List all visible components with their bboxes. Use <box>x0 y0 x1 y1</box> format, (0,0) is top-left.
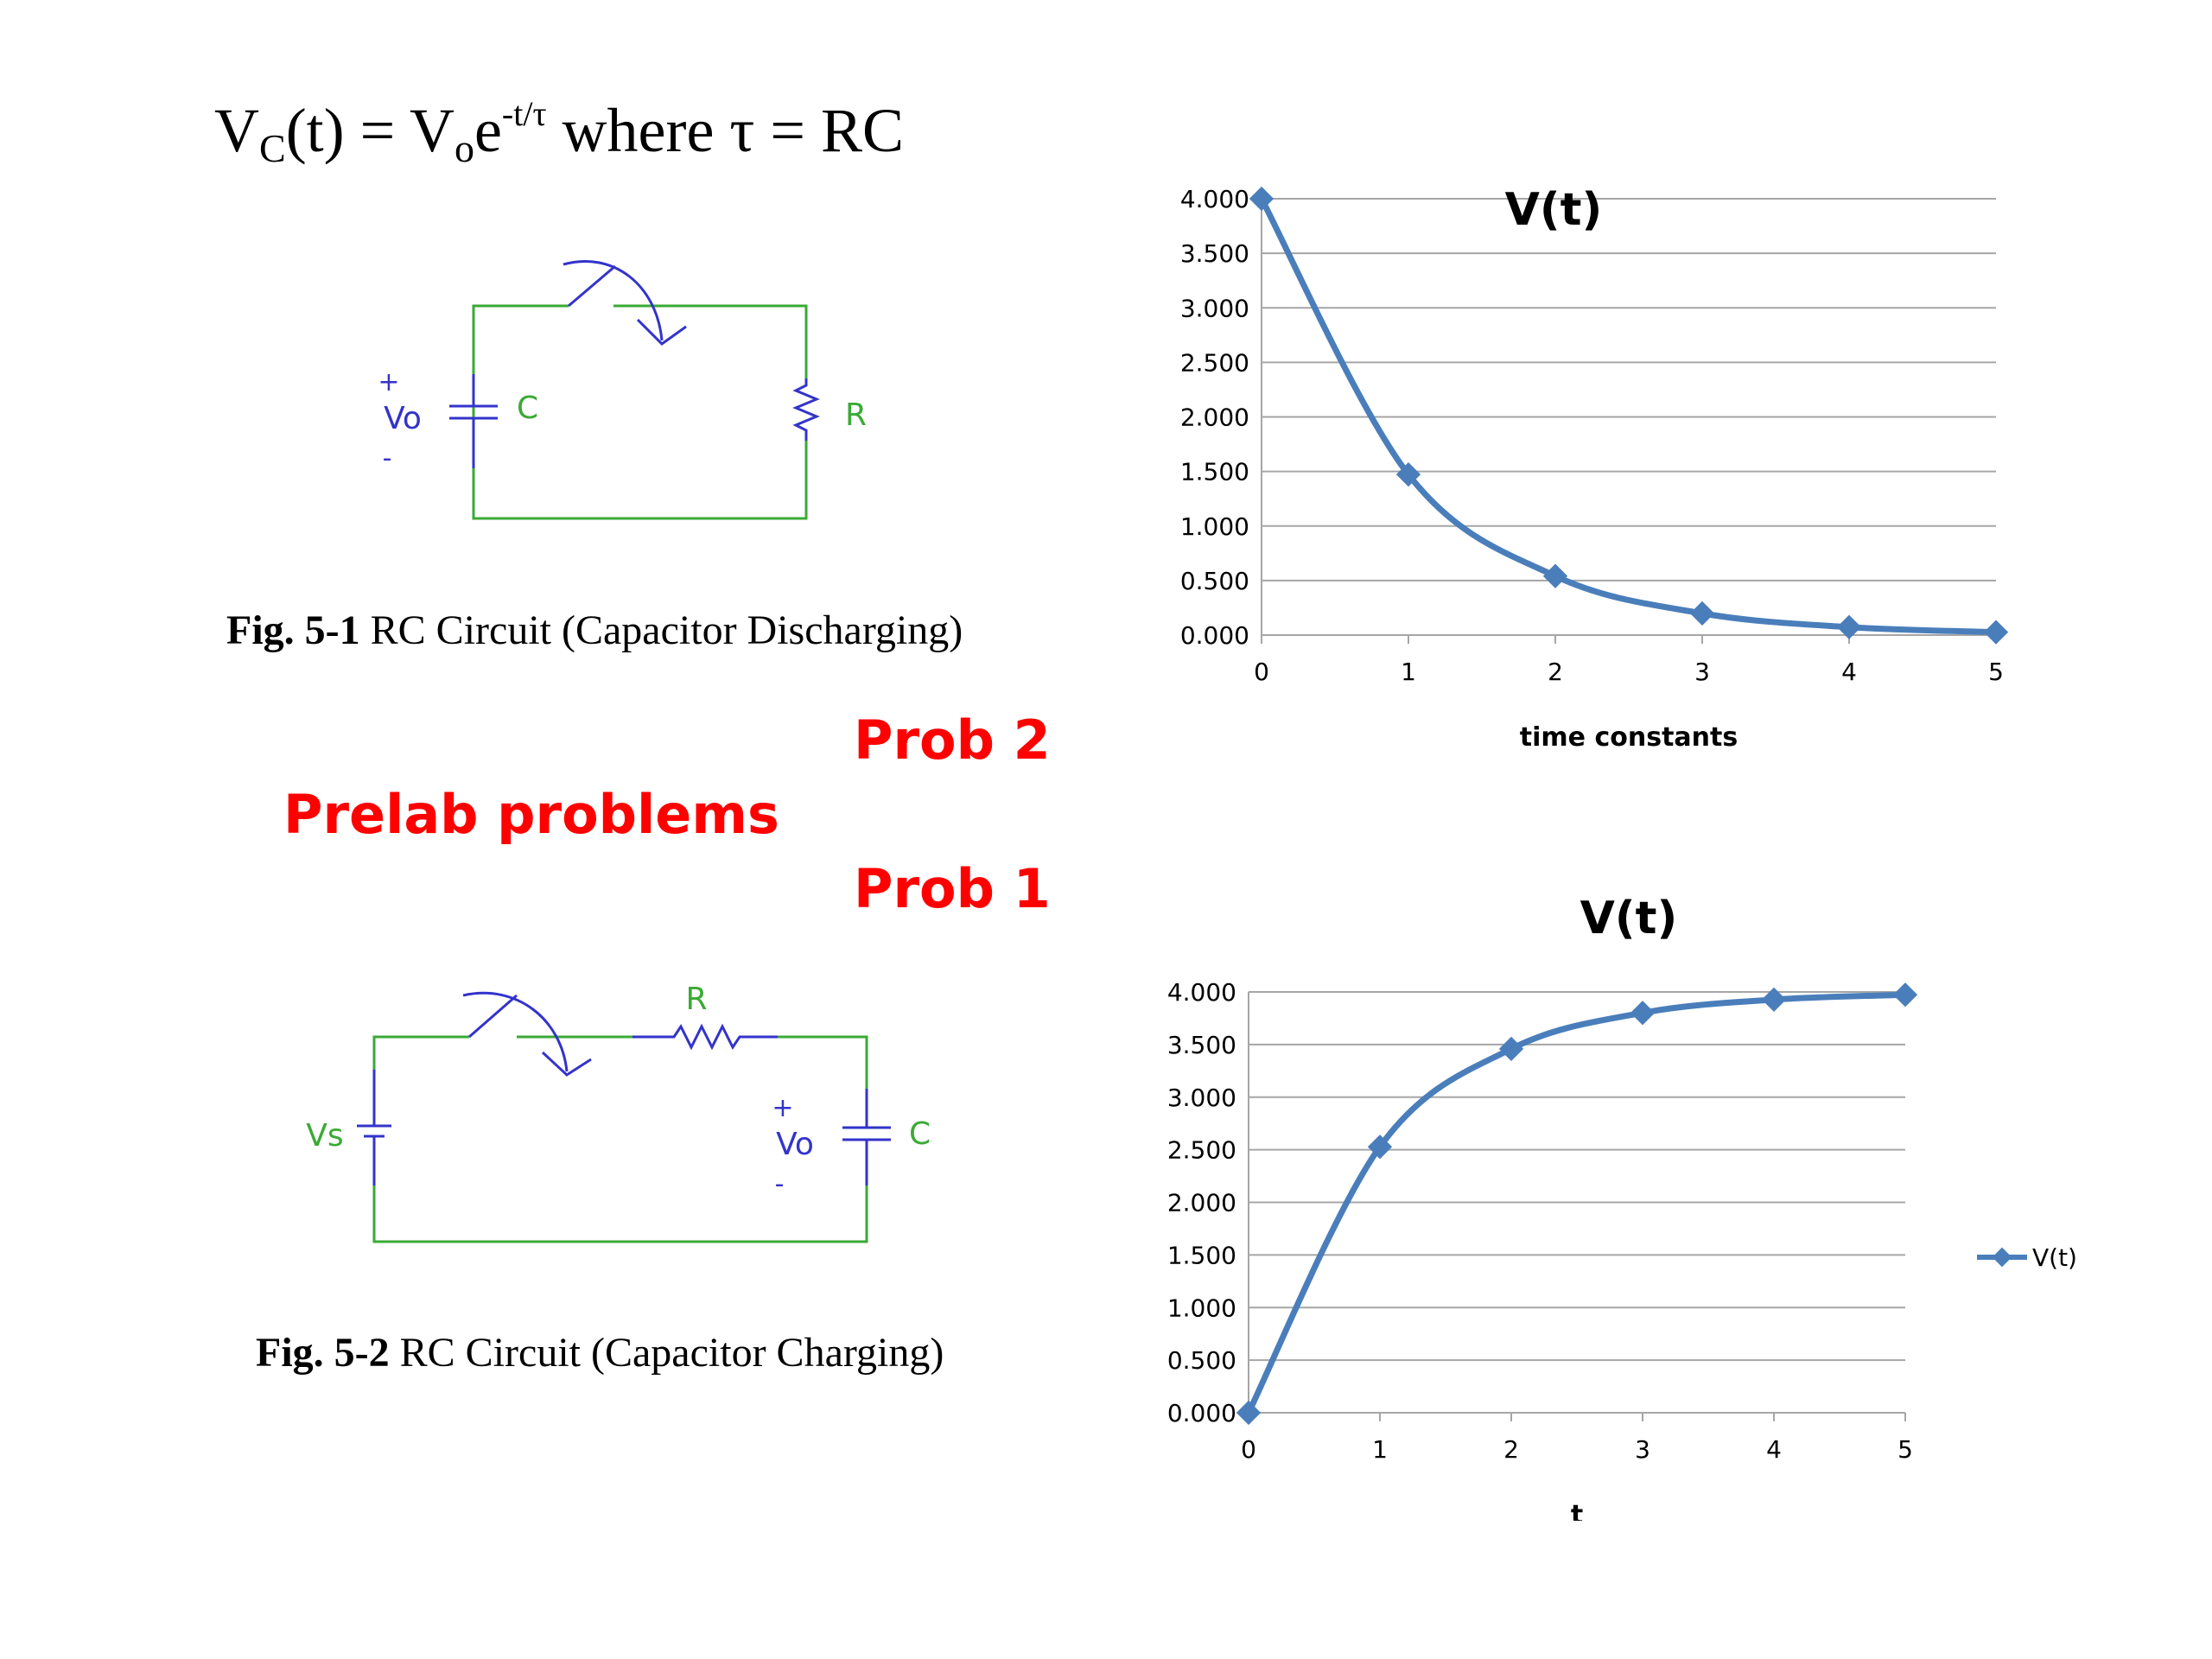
chart2-x-axis-label: t <box>1571 1500 1583 1521</box>
x-tick-label: 2 <box>1503 1435 1519 1464</box>
y-tick-label: 0.000 <box>1167 1399 1236 1427</box>
y-tick-label: 2.500 <box>1180 348 1249 377</box>
y-tick-label: 1.000 <box>1180 512 1249 541</box>
vo-label: Vo <box>384 401 422 436</box>
wire-left-top-2 <box>372 1035 469 1102</box>
switch-arrow-icon-2 <box>462 991 569 1072</box>
chart-charging: 0.000 0.500 1.000 1.500 2.000 2.500 3.000 3.500… <box>1167 893 2077 1521</box>
resistor-zigzag <box>792 378 820 441</box>
y-tick-label: 2.000 <box>1180 404 1249 432</box>
data-point <box>1498 1036 1524 1062</box>
chart2-x-tick-labels: 0 1 2 3 4 5 <box>1241 1435 1913 1464</box>
prob1-label: Prob 1 <box>854 857 1051 920</box>
chart2-legend: V(t) <box>1977 1243 2077 1272</box>
chart-discharging: 0.000 0.500 1.000 1.500 2.000 2.500 3.000 3.500… <box>1180 184 2009 753</box>
y-tick-label: 3.500 <box>1167 1031 1236 1059</box>
capacitor-label: C <box>517 391 538 426</box>
y-tick-label: 0.500 <box>1167 1346 1236 1375</box>
switch-blade <box>568 264 616 308</box>
data-point <box>1367 1135 1393 1160</box>
wire-left-top <box>472 304 569 374</box>
x-tick-label: 0 <box>1241 1435 1256 1464</box>
y-tick-label: 0.500 <box>1180 567 1249 595</box>
x-tick-label: 1 <box>1401 658 1416 686</box>
x-tick-label: 1 <box>1372 1435 1388 1464</box>
switch-arrow-head-icon-2 <box>541 1051 592 1077</box>
y-tick-label: 3.500 <box>1180 239 1249 268</box>
x-tick-label: 3 <box>1635 1435 1650 1464</box>
prelab-label: Prelab problems <box>283 783 779 846</box>
x-tick-label: 2 <box>1548 658 1563 686</box>
y-tick-label: 2.500 <box>1167 1136 1236 1165</box>
wire-right-top <box>613 304 808 378</box>
wire-bottom-2 <box>372 1158 868 1243</box>
data-point <box>1542 563 1568 588</box>
minus-sign-2: - <box>775 1169 785 1199</box>
chart1-title: V(t) <box>1505 184 1603 236</box>
minus-sign: - <box>383 443 392 474</box>
x-tick-label: 0 <box>1254 658 1269 686</box>
fig1-caption: Fig. 5-1 RC Circuit (Capacitor Dischargi… <box>226 607 963 653</box>
chart1-x-tick-labels: 0 1 2 3 4 5 <box>1254 658 2004 686</box>
resistor-zigzag-2 <box>632 1023 778 1051</box>
prob2-label: Prob 2 <box>854 709 1051 772</box>
resistor-label: R <box>845 397 867 433</box>
y-tick-label: 1.000 <box>1167 1294 1236 1322</box>
data-point <box>1761 987 1787 1013</box>
chart1-series-line <box>1258 197 1997 636</box>
capacitor-label-2: C <box>909 1116 931 1152</box>
chart2-gridlines <box>1248 991 1906 1421</box>
y-tick-label: 3.000 <box>1167 1084 1236 1112</box>
chart1-points <box>1249 186 2009 645</box>
chart2-points <box>1236 982 1918 1426</box>
y-tick-label: 1.500 <box>1167 1241 1236 1269</box>
data-point <box>1630 1001 1656 1026</box>
data-point <box>1689 601 1715 626</box>
vo-label-2: Vo <box>776 1127 814 1162</box>
data-point <box>1236 1400 1262 1426</box>
chart1-gridlines <box>1261 198 1997 644</box>
chart2-title: V(t) <box>1580 893 1678 944</box>
switch-arrow-icon <box>563 259 664 341</box>
data-point <box>1395 462 1421 487</box>
x-tick-label: 5 <box>1897 1435 1913 1464</box>
y-tick-label: 3.000 <box>1180 294 1249 322</box>
chart1-y-tick-labels: 0.000 0.500 1.000 1.500 2.000 2.500 3.000 3.500… <box>1180 185 1249 650</box>
chart2-series-line <box>1245 991 1906 1414</box>
plus-sign-2: + <box>772 1093 793 1123</box>
plus-sign: + <box>378 367 399 397</box>
switch-blade-2 <box>468 994 518 1039</box>
formula: VC(t) = Voe-t/τ where τ = RC <box>214 94 905 170</box>
chart2-y-tick-labels: 0.000 0.500 1.000 1.500 2.000 2.500 3.000 3.500… <box>1167 978 1236 1427</box>
circuit-diagram-discharging: + Vo - C R Vs + Vo - C R <box>306 259 931 1243</box>
y-tick-label: 4.000 <box>1167 978 1236 1007</box>
y-tick-label: 4.000 <box>1180 185 1249 213</box>
fig2-caption: Fig. 5-2 RC Circuit (Capacitor Charging) <box>256 1330 944 1376</box>
data-point <box>1836 614 1862 639</box>
x-tick-label: 3 <box>1694 658 1710 686</box>
source-label: Vs <box>306 1118 343 1154</box>
x-tick-label: 4 <box>1841 658 1857 686</box>
switch-arrow-head-icon <box>636 318 687 346</box>
x-tick-label: 4 <box>1766 1435 1782 1464</box>
data-point <box>1983 620 2009 645</box>
y-tick-label: 0.000 <box>1180 621 1249 650</box>
data-point <box>1892 982 1918 1007</box>
y-tick-label: 2.000 <box>1167 1189 1236 1217</box>
data-point <box>1249 186 1274 212</box>
legend-entry: V(t) <box>2032 1243 2077 1272</box>
resistor-label-2: R <box>685 982 707 1017</box>
y-tick-label: 1.500 <box>1180 458 1249 486</box>
legend-marker-diamond <box>1992 1247 2012 1268</box>
x-tick-label: 5 <box>1988 658 2004 686</box>
chart1-x-axis-label: time constants <box>1520 722 1738 753</box>
